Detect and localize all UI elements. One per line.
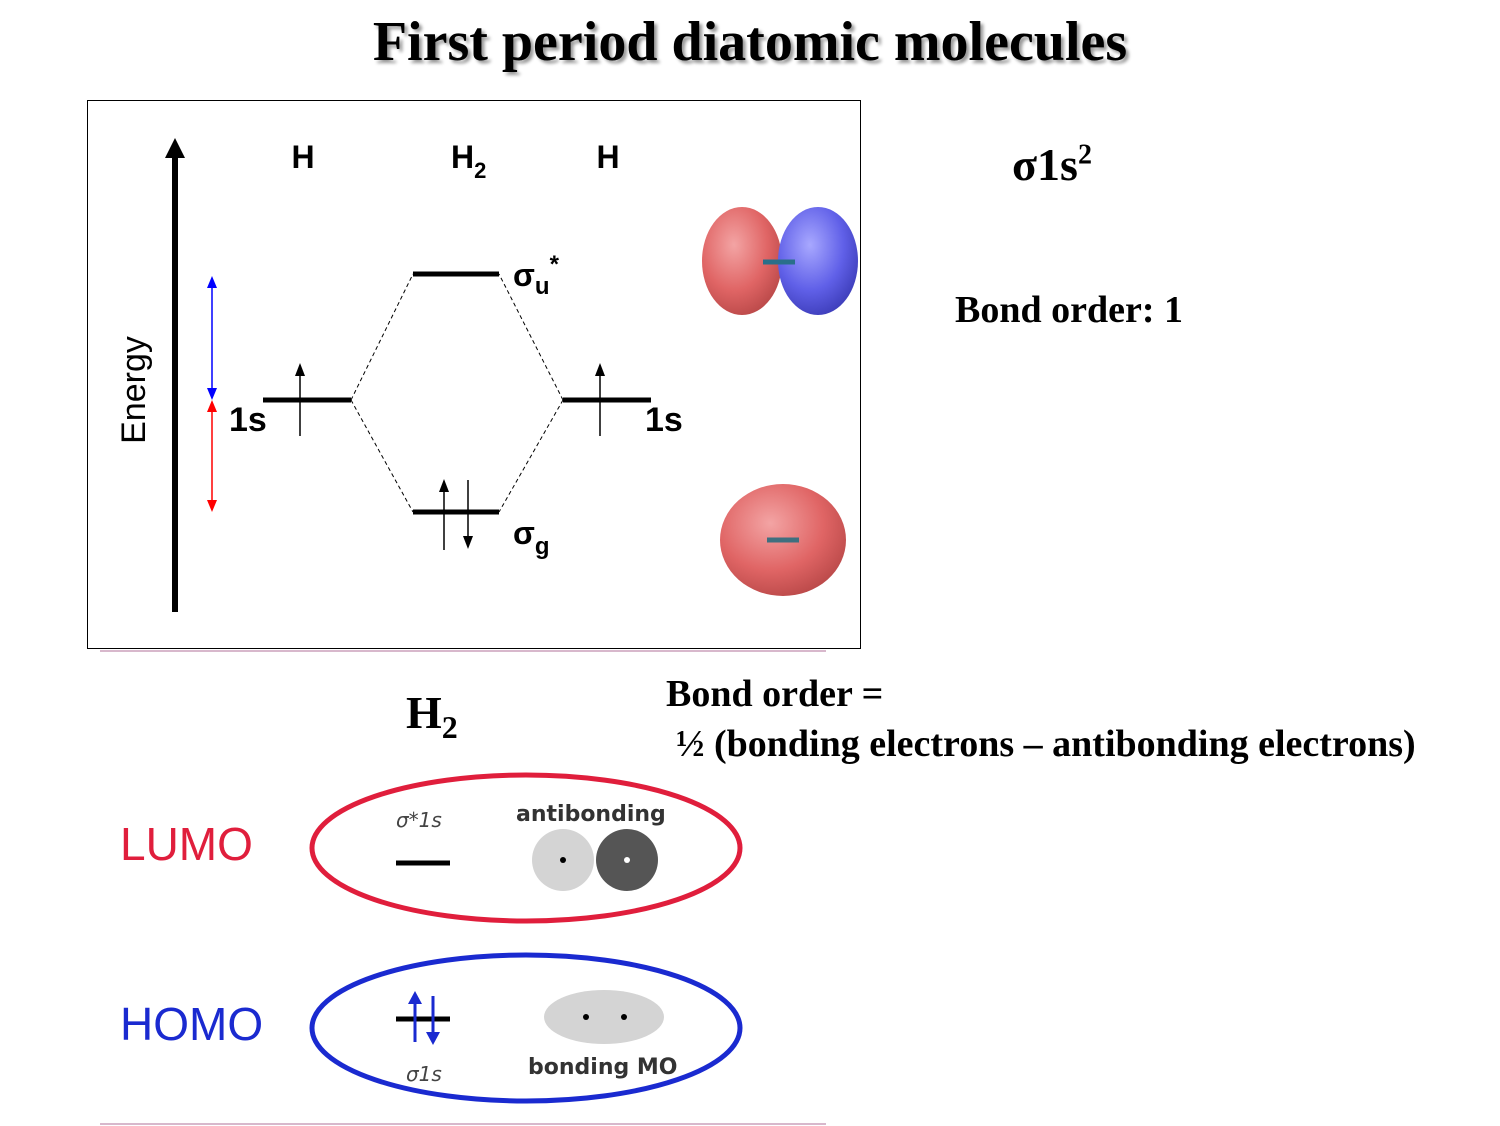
- configuration-main: σ1s: [1012, 139, 1078, 190]
- right-1s-level: [563, 363, 651, 436]
- lumo-ellipse: [309, 772, 743, 924]
- bonding-label: σg: [513, 515, 550, 560]
- molecule-label: H2: [451, 139, 486, 183]
- lumo-homo-title: H2: [406, 686, 458, 746]
- spin-up-arrow-icon: [439, 479, 449, 492]
- energy-axis-arrowhead-icon: [165, 138, 185, 158]
- bonding-label-sub: g: [535, 533, 550, 560]
- electron-configuration: σ1s2: [1012, 138, 1092, 191]
- antibonding-label-main: σ: [513, 257, 535, 293]
- spin-down-arrow-icon: [463, 536, 473, 549]
- bond-order-formula-line1: Bond order =: [666, 673, 884, 715]
- lumo-type-label: antibonding: [516, 802, 666, 827]
- homo-orbital-lobe: [544, 990, 664, 1044]
- antibonding-label: σu*: [513, 251, 560, 300]
- spin-up-arrow-icon: [408, 991, 422, 1004]
- energy-axis-label: Energy: [115, 336, 153, 444]
- left-1s-level: [263, 363, 351, 436]
- homo-type-label: bonding MO: [528, 1055, 677, 1080]
- configuration-sup: 2: [1077, 139, 1092, 171]
- right-orbital-label: 1s: [645, 401, 683, 439]
- bond-order-value: Bond order: 1: [955, 289, 1183, 331]
- homo-ellipse: [309, 952, 743, 1104]
- mo-energy-diagram: Energy H H2 H 1s 1s: [115, 138, 858, 612]
- bonding-orbital-image: [720, 484, 846, 596]
- lumo-label: LUMO: [120, 818, 253, 870]
- lumo-homo-title-main: H: [406, 687, 442, 738]
- stabilization-arrow: [207, 400, 217, 512]
- spin-down-arrow-icon: [426, 1032, 440, 1045]
- molecule-label-main: H: [451, 139, 474, 175]
- correlation-lines: [350, 273, 564, 513]
- bonding-level: [413, 479, 499, 550]
- homo-orbital-label: σ1s: [406, 1062, 442, 1086]
- antibonding-label-sub: u: [535, 273, 550, 300]
- left-atom-label: H: [291, 139, 314, 175]
- bonding-label-main: σ: [513, 515, 535, 551]
- lumo-homo-diagram: LUMO σ*1s antibonding HOMO σ1s bonding M…: [100, 650, 826, 1125]
- spin-up-arrow-icon: [595, 363, 605, 376]
- molecule-label-sub: 2: [474, 158, 486, 183]
- page-title: First period diatomic molecules: [372, 11, 1128, 73]
- antibonding-label-sup: *: [550, 251, 560, 278]
- homo-level: [396, 991, 450, 1045]
- lumo-orbital-lobes: [532, 829, 658, 891]
- spin-up-arrow-icon: [295, 363, 305, 376]
- homo-label: HOMO: [120, 998, 263, 1050]
- antibonding-orbital-image: [702, 207, 858, 315]
- lumo-homo-title-sub: 2: [441, 709, 458, 746]
- left-orbital-label: 1s: [229, 401, 267, 439]
- bond-order-formula-line2: ½ (bonding electrons – antibonding elect…: [676, 723, 1416, 765]
- right-atom-label: H: [596, 139, 619, 175]
- destabilization-arrow: [207, 276, 217, 400]
- energy-axis: [165, 138, 185, 612]
- lumo-orbital-label: σ*1s: [396, 808, 442, 832]
